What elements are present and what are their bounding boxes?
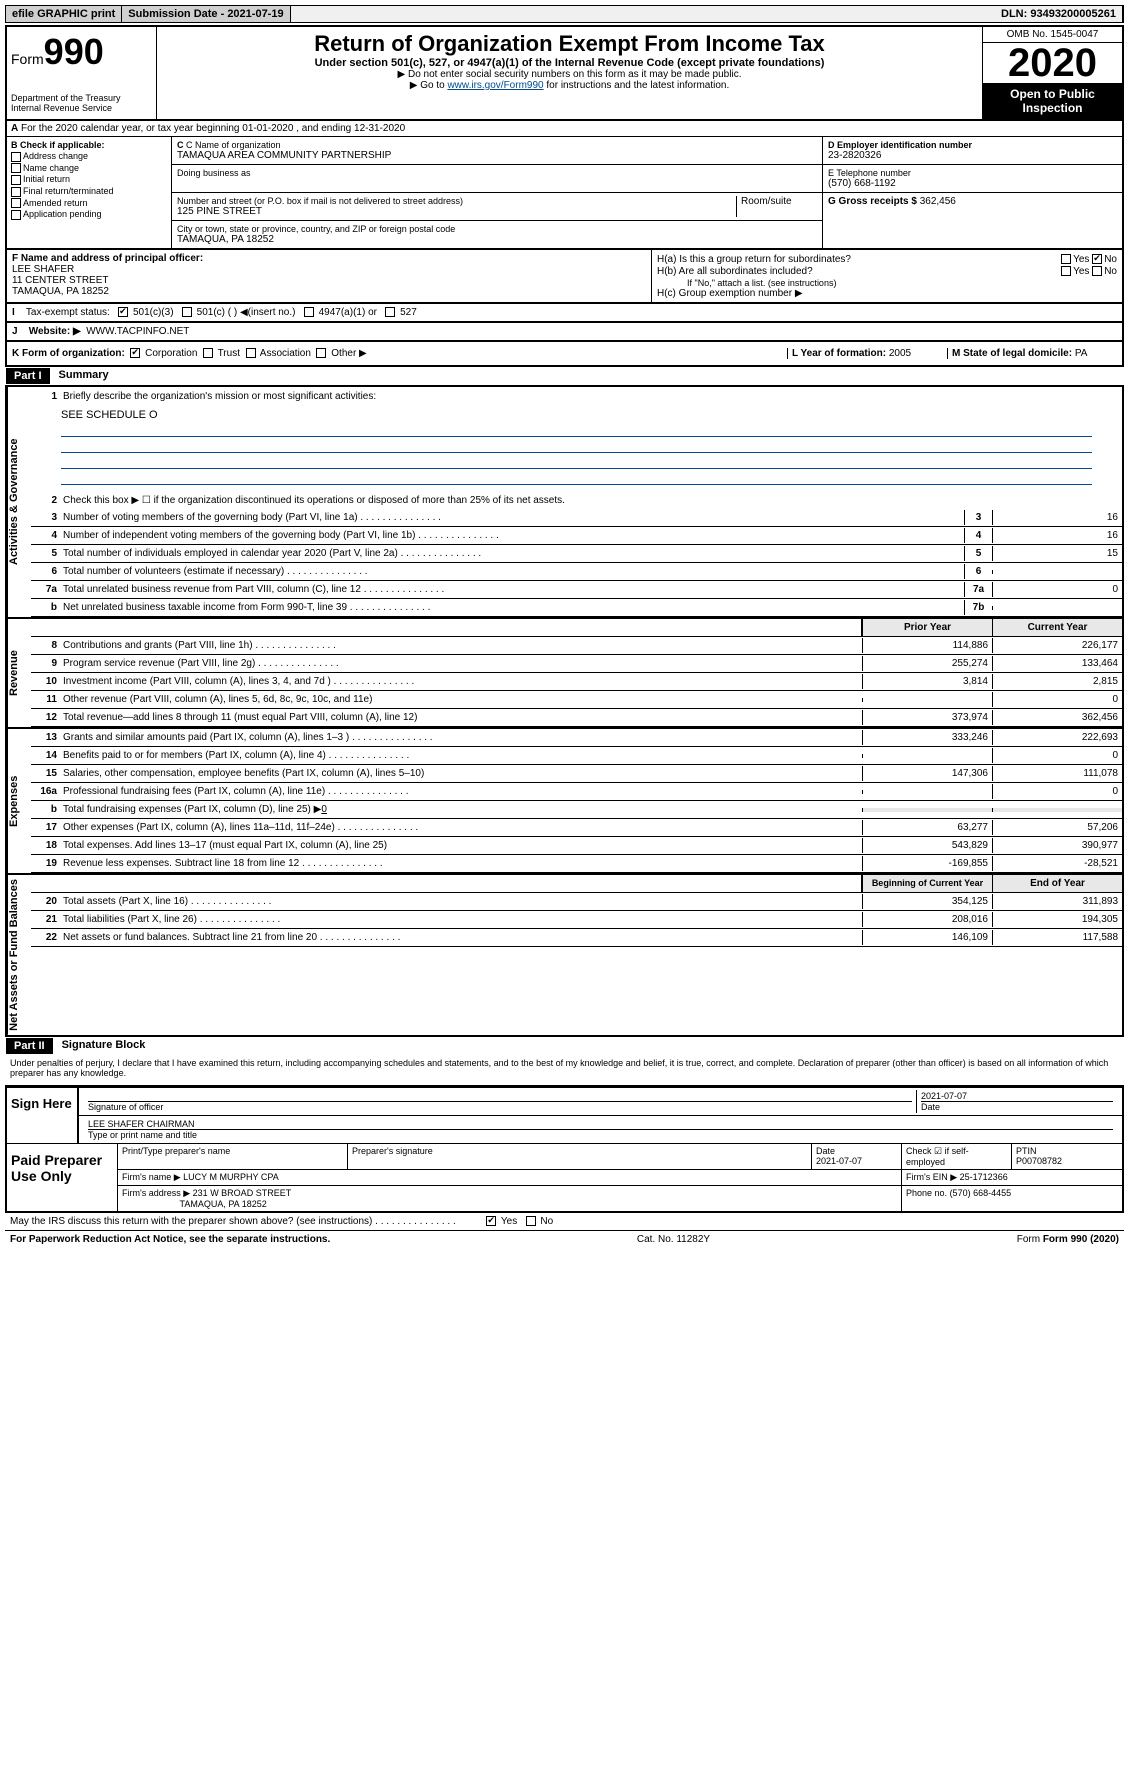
cb-final[interactable]: [11, 187, 21, 197]
street-lbl: Number and street (or P.O. box if mail i…: [177, 196, 736, 206]
tax-exempt-status: I Tax-exempt status: 501(c)(3) 501(c) ( …: [5, 304, 1124, 323]
open-public-badge: Open to Public Inspection: [983, 83, 1122, 119]
cb-name[interactable]: [11, 163, 21, 173]
tab-expenses: Expenses: [7, 729, 31, 873]
gross-receipts: 362,456: [920, 196, 956, 207]
col-c-org: C C Name of organization TAMAQUA AREA CO…: [172, 137, 822, 248]
summary-netassets: Net Assets or Fund Balances Beginning of…: [5, 875, 1124, 1037]
dln: DLN: 93493200005261: [995, 6, 1123, 22]
cb-527[interactable]: [385, 307, 395, 317]
cb-assoc[interactable]: [246, 348, 256, 358]
page-footer: For Paperwork Reduction Act Notice, see …: [5, 1230, 1124, 1248]
group-return: H(a) Is this a group return for subordin…: [652, 250, 1122, 302]
telephone: (570) 668-1192: [828, 178, 1117, 189]
paid-preparer: Paid Preparer Use Only Print/Type prepar…: [7, 1143, 1122, 1211]
form-title: Return of Organization Exempt From Incom…: [161, 31, 978, 57]
note2: ▶ Go to www.irs.gov/Form990 for instruct…: [161, 80, 978, 91]
part2-header: Part II Signature Block: [5, 1037, 1124, 1055]
room-lbl: Room/suite: [737, 196, 817, 217]
sign-here-lbl: Sign Here: [7, 1088, 77, 1143]
cb-address[interactable]: [11, 152, 21, 162]
summary-expenses: Expenses 13Grants and similar amounts pa…: [5, 729, 1124, 875]
cb-501c3[interactable]: [118, 307, 128, 317]
website: WWW.TACPINFO.NET: [86, 326, 189, 337]
org-name-lbl: C C Name of organization: [177, 140, 817, 150]
row-k: K Form of organization: Corporation Trus…: [5, 342, 1124, 367]
discuss-row: May the IRS discuss this return with the…: [5, 1213, 1124, 1230]
cb-501c[interactable]: [182, 307, 192, 317]
signature-block: Sign Here Signature of officer 2021-07-0…: [5, 1085, 1124, 1213]
irs-link[interactable]: www.irs.gov/Form990: [447, 80, 543, 91]
dba-lbl: Doing business as: [177, 168, 817, 178]
row-website: J Website: ▶ WWW.TACPINFO.NET: [5, 323, 1124, 342]
submission-date: Submission Date - 2021-07-19: [122, 6, 290, 22]
summary-governance: Activities & Governance 1Briefly describ…: [5, 385, 1124, 619]
note1: ▶ Do not enter social security numbers o…: [161, 69, 978, 80]
cb-other[interactable]: [316, 348, 326, 358]
cb-corp[interactable]: [130, 348, 140, 358]
cb-4947[interactable]: [304, 307, 314, 317]
dept-treasury: Department of the Treasury Internal Reve…: [11, 93, 152, 113]
cb-initial[interactable]: [11, 175, 21, 185]
form-header: Form990 Department of the Treasury Inter…: [5, 25, 1124, 121]
efile-print-btn[interactable]: efile GRAPHIC print: [6, 6, 122, 22]
summary-revenue: Revenue Prior YearCurrent Year 8Contribu…: [5, 619, 1124, 729]
street: 125 PINE STREET: [177, 206, 736, 217]
cb-discuss-no[interactable]: [526, 1216, 536, 1226]
cb-amended[interactable]: [11, 198, 21, 208]
perjury-text: Under penalties of perjury, I declare th…: [5, 1055, 1124, 1081]
tab-governance: Activities & Governance: [7, 387, 31, 617]
col-b-checkboxes: B Check if applicable: Address change Na…: [7, 137, 172, 248]
form-number: Form990: [11, 31, 152, 73]
mission-text: SEE SCHEDULE O: [31, 405, 1122, 491]
tab-netassets: Net Assets or Fund Balances: [7, 875, 31, 1035]
org-name: TAMAQUA AREA COMMUNITY PARTNERSHIP: [177, 150, 817, 161]
part1-header: Part I Summary: [5, 367, 1124, 385]
tab-revenue: Revenue: [7, 619, 31, 727]
ein: 23-2820326: [828, 150, 1117, 161]
cb-app-pending[interactable]: [11, 210, 21, 220]
principal-officer: F Name and address of principal officer:…: [7, 250, 652, 302]
city-lbl: City or town, state or province, country…: [177, 224, 817, 234]
row-a-period: A For the 2020 calendar year, or tax yea…: [5, 121, 1124, 137]
cb-trust[interactable]: [203, 348, 213, 358]
city: TAMAQUA, PA 18252: [177, 234, 817, 245]
col-d: D Employer identification number 23-2820…: [822, 137, 1122, 248]
cb-discuss-yes[interactable]: [486, 1216, 496, 1226]
tax-year: 2020: [983, 43, 1122, 83]
top-bar: efile GRAPHIC print Submission Date - 20…: [5, 5, 1124, 23]
subtitle: Under section 501(c), 527, or 4947(a)(1)…: [161, 57, 978, 69]
